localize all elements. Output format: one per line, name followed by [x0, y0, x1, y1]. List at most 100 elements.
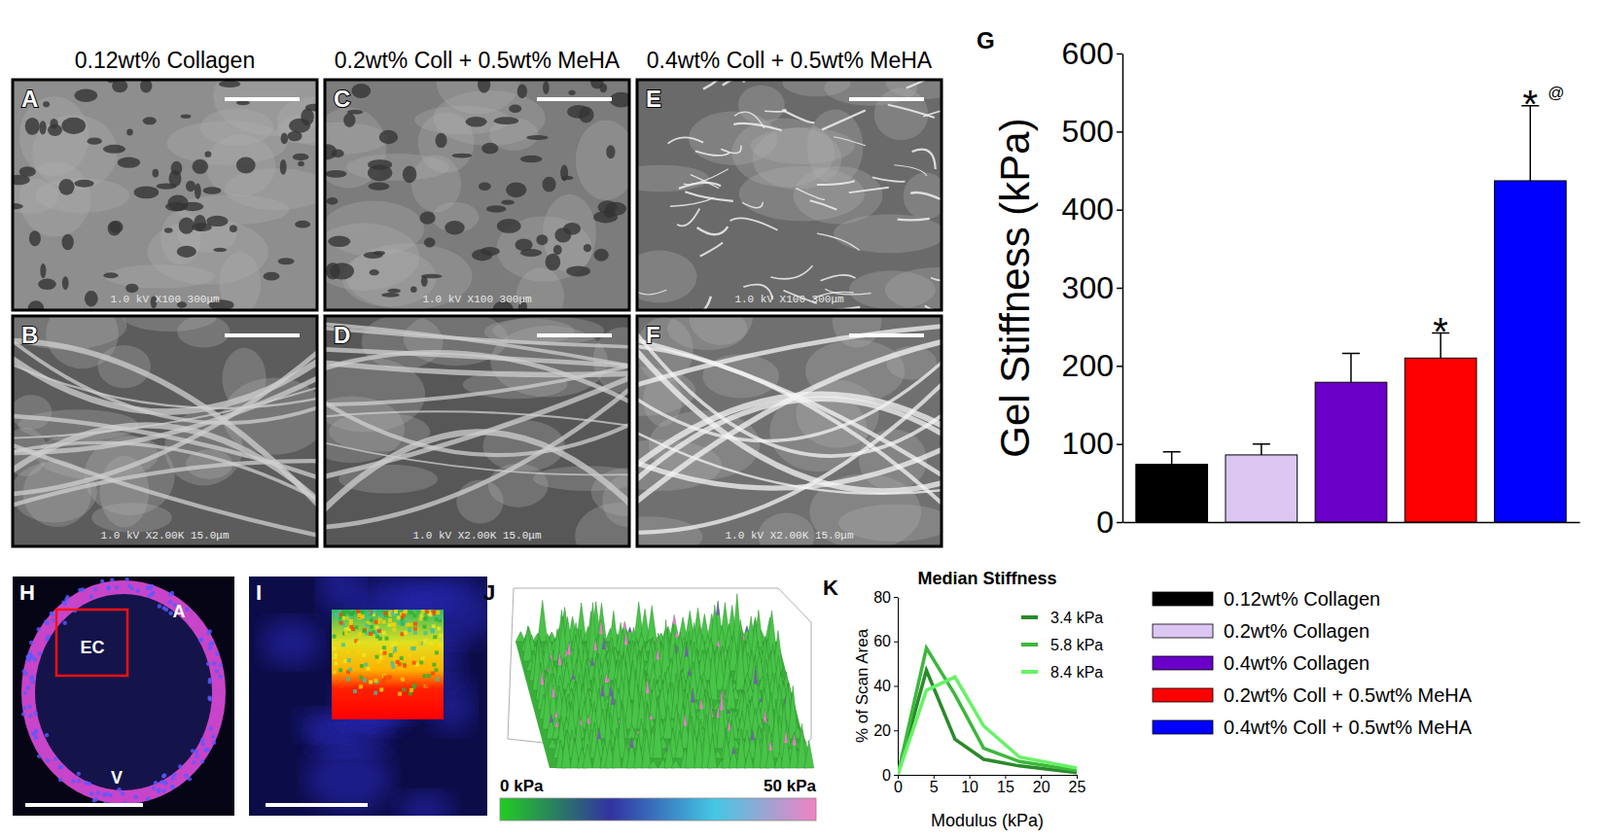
sem-pore — [103, 144, 126, 154]
sem-pore — [381, 292, 400, 298]
panel-letter: F — [645, 321, 661, 349]
afm-spike-tip — [586, 715, 591, 724]
map-speckle — [357, 632, 362, 637]
sem-pore — [142, 116, 157, 125]
map-speckle — [341, 611, 346, 616]
sem-ridge — [697, 226, 729, 235]
line — [897, 676, 1077, 776]
map-speckle — [366, 615, 371, 620]
map-speckle — [345, 649, 350, 654]
map-speckle — [338, 668, 343, 673]
map-speckle — [434, 644, 439, 649]
sem-image — [12, 79, 318, 311]
sem-pore — [278, 257, 295, 265]
map-speckle — [344, 628, 349, 633]
nucleus — [37, 651, 42, 656]
sem-fiber — [12, 341, 318, 515]
map-speckle — [358, 684, 363, 689]
nucleus — [58, 778, 63, 783]
map-speckle — [423, 625, 427, 630]
map-speckle — [372, 609, 377, 614]
y-axis: 020406080 — [873, 589, 898, 784]
nucleus — [170, 777, 175, 782]
sem-texture — [575, 120, 630, 201]
afm-spike-tip — [571, 674, 576, 680]
tick-label: 600 — [1062, 35, 1114, 72]
afm-spike-tip — [604, 673, 609, 683]
map-speckle — [353, 689, 357, 694]
sem-pore — [292, 153, 310, 161]
sem-pore — [520, 155, 543, 163]
sem-pore — [178, 217, 195, 235]
afm-spike — [744, 749, 754, 769]
panel-frame — [324, 316, 630, 547]
tick: 10 — [960, 775, 979, 796]
panel-letter: D — [333, 321, 351, 349]
map-speckle — [382, 645, 387, 650]
nucleus — [146, 593, 151, 598]
sem-ridge — [923, 106, 942, 117]
sem-fiber — [324, 361, 630, 375]
legend-swatch — [1021, 642, 1038, 647]
afm-spike-tip — [622, 621, 627, 629]
sem-pore — [38, 120, 46, 135]
sem-pore — [287, 131, 303, 142]
map-speckle — [413, 631, 418, 636]
map-speckle — [419, 660, 424, 665]
nucleus — [184, 607, 189, 612]
sem-texture — [19, 161, 91, 237]
map-speckle — [435, 610, 440, 615]
afm-spike — [781, 730, 791, 769]
error-bar — [1163, 452, 1181, 465]
sem-pore — [367, 159, 392, 171]
afm-spike-tip — [599, 619, 604, 635]
afm-spike-tip — [750, 730, 755, 741]
x-axis: 0510152025 — [893, 775, 1086, 796]
nucleus — [76, 772, 81, 777]
panel-letter: I — [255, 580, 262, 605]
legend-label: 0.12wt% Collagen — [1223, 588, 1381, 610]
sem-fiber — [637, 339, 942, 509]
tick-label: 500 — [1062, 113, 1114, 149]
tissue-ring — [28, 587, 219, 798]
annotation: * — [1523, 82, 1539, 126]
sem-pore — [421, 274, 443, 280]
sem-pore — [402, 165, 417, 183]
region-box — [56, 609, 128, 676]
nucleus — [177, 764, 182, 769]
legend-swatch — [1152, 624, 1213, 639]
sem-pore — [213, 248, 227, 252]
sem-texture — [122, 316, 218, 332]
nucleus — [33, 711, 37, 715]
nucleus — [144, 586, 149, 591]
afm-spike-tip — [610, 691, 615, 705]
sem-pore — [481, 142, 498, 155]
sem-pore — [236, 157, 256, 175]
sem-pore — [480, 247, 500, 256]
sem-pore — [294, 220, 311, 229]
map-speckle — [432, 635, 437, 640]
sem-pore — [42, 101, 50, 107]
nucleus — [212, 741, 216, 746]
tick-mark — [1116, 131, 1123, 134]
afm-spike-tip — [699, 698, 704, 710]
sem-fiber — [324, 327, 630, 348]
tick-label: 80 — [873, 589, 891, 606]
sem-ridge — [897, 218, 930, 221]
map-speckle — [393, 646, 398, 651]
afm-spike — [675, 730, 685, 759]
sem-pore — [58, 178, 74, 196]
legend: 0.12wt% Collagen0.2wt% Collagen0.4wt% Co… — [1152, 588, 1473, 739]
sem-image — [637, 79, 942, 311]
map-speckle — [332, 655, 337, 660]
tick-mark — [1116, 53, 1123, 56]
afm-spike-tip — [763, 709, 768, 723]
sem-pore — [25, 117, 40, 136]
map-speckle — [347, 658, 352, 663]
map-speckle — [368, 680, 373, 685]
sem-ridge — [820, 275, 856, 282]
nucleus — [28, 713, 33, 718]
afm-spike — [771, 699, 782, 759]
map-speckle — [359, 614, 364, 619]
legend-swatch — [1152, 720, 1213, 735]
